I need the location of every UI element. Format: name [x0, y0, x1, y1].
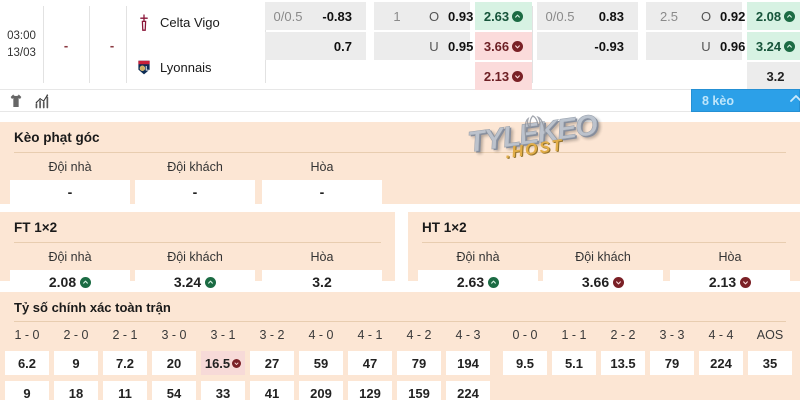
svg-text:L: L — [145, 66, 149, 72]
